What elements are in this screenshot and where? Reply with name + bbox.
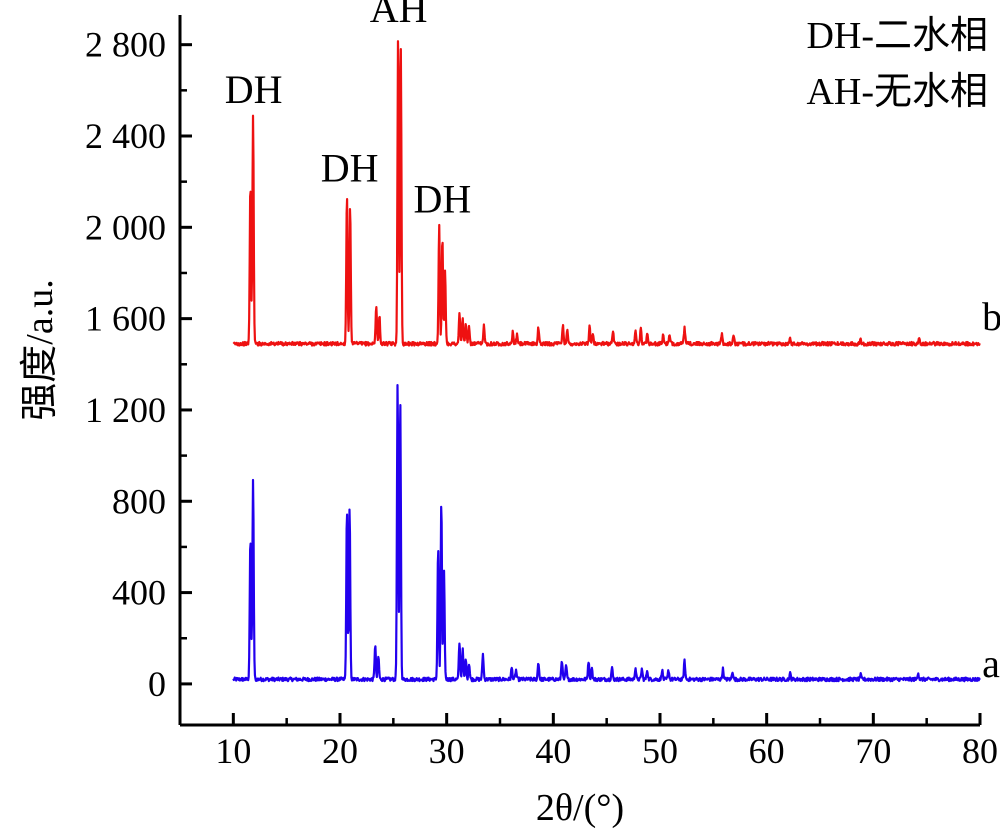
series-b-line	[232, 40, 981, 347]
y-tick-label: 800	[112, 481, 166, 521]
x-tick-label: 30	[429, 731, 465, 771]
y-axis-title: 强度/a.u.	[19, 279, 61, 420]
series-layer	[232, 40, 981, 683]
x-tick-label: 40	[535, 731, 571, 771]
y-tick-label: 2 000	[85, 207, 166, 247]
y-tick-label: 2 800	[85, 25, 166, 65]
annotation-dh: DH	[321, 146, 379, 191]
legend-dh: DH-二水相	[806, 15, 988, 57]
legend: DH-二水相 AH-无水相	[806, 15, 988, 113]
annotation-ah: AH	[370, 0, 428, 31]
x-axis-ticks: 10 20 30 40 50 60 70 80	[215, 713, 998, 771]
annotation-dh: DH	[414, 176, 472, 221]
y-tick-label: 0	[148, 664, 166, 704]
x-tick-label: 60	[749, 731, 785, 771]
annotation-b: b	[982, 294, 1000, 339]
annotation-dh: DH	[225, 67, 283, 112]
y-tick-label: 1 600	[85, 299, 166, 339]
x-axis-title: 2θ/(°)	[536, 787, 624, 829]
x-tick-label: 70	[855, 731, 891, 771]
x-tick-label: 10	[215, 731, 251, 771]
y-tick-label: 1 200	[85, 390, 166, 430]
y-axis-ticks: 0 400 800 1 200 1 600 2 000 2 400 2 800	[85, 25, 192, 704]
x-tick-label: 80	[962, 731, 998, 771]
annotation-a: a	[982, 641, 1000, 686]
legend-ah: AH-无水相	[806, 71, 988, 113]
y-tick-label: 2 400	[85, 116, 166, 156]
x-tick-label: 50	[642, 731, 678, 771]
series-a-line	[232, 383, 981, 683]
annotations: DH DH AH DH b a	[225, 0, 1000, 686]
y-tick-label: 400	[112, 573, 166, 613]
x-tick-label: 20	[322, 731, 358, 771]
